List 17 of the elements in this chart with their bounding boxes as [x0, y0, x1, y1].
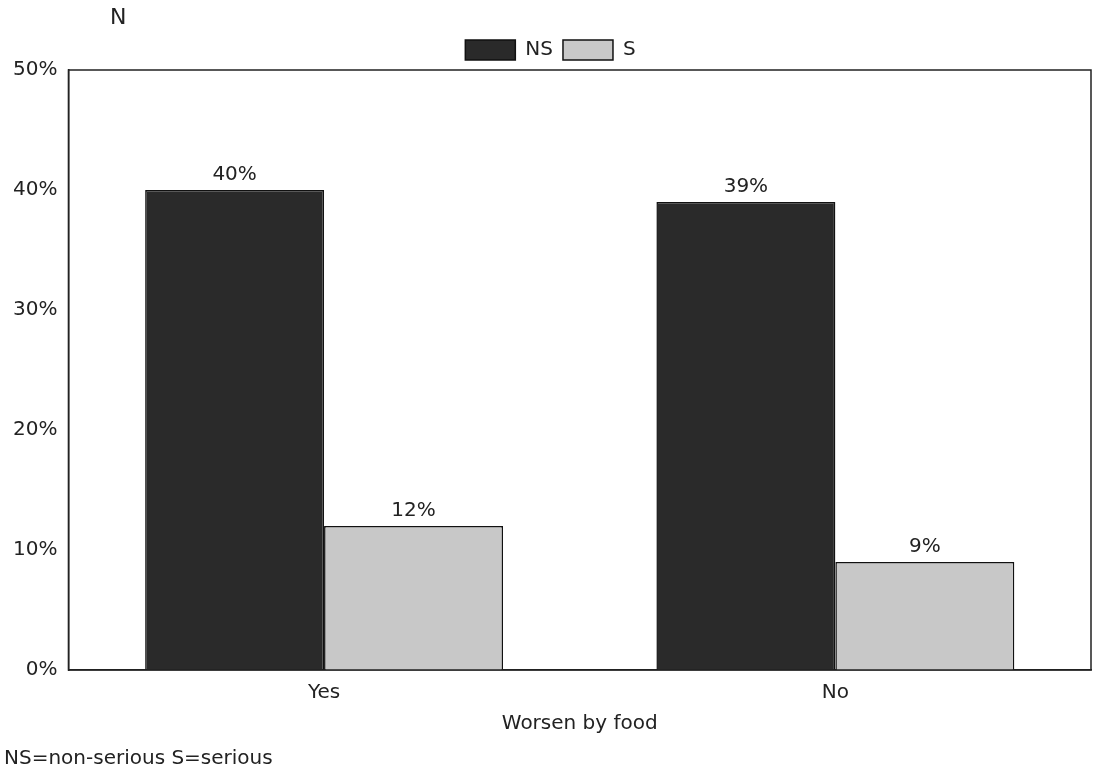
- y-tick-label: 0%: [25, 656, 58, 681]
- text: NS=non-serious S=serious: [4, 745, 273, 769]
- data-label: 39%: [723, 173, 769, 198]
- legend-label: NS: [525, 36, 553, 61]
- x-tick-label: No: [821, 679, 849, 704]
- x-axis-title: Worsen by food: [501, 710, 658, 735]
- y-tick-label: 10%: [13, 536, 58, 561]
- y-tick-label: 20%: [13, 416, 58, 441]
- y-axis-title: N: [110, 4, 127, 29]
- data-label: 12%: [391, 497, 436, 522]
- y-tick-label: 40%: [13, 176, 58, 201]
- legend-label: S: [622, 36, 636, 61]
- x-tick-label: Yes: [306, 679, 341, 704]
- data-label: 40%: [212, 161, 257, 186]
- y-tick-label: 50%: [13, 56, 58, 81]
- y-tick-label: 30%: [13, 296, 58, 321]
- data-label: 9%: [908, 533, 941, 558]
